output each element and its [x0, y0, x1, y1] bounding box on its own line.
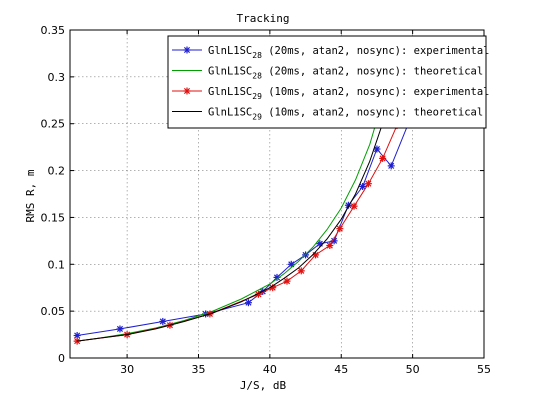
series-4 [77, 39, 405, 342]
data-point [287, 260, 295, 268]
legend-item: GlnL1SC28 (20ms, atan2, nosync): experim… [172, 45, 489, 60]
legend-label-rest: (20ms, atan2, nosync): experimental [262, 45, 490, 57]
data-point [387, 162, 395, 170]
series-2 [77, 48, 395, 342]
legend-label-subscript: 29 [252, 113, 262, 122]
x-tick-label: 45 [334, 363, 348, 376]
legend-label-base: GlnL1SC [208, 107, 252, 119]
data-point [364, 180, 372, 188]
legend-label-base: GlnL1SC [208, 66, 252, 78]
legend-label-subscript: 28 [252, 51, 262, 60]
data-point [359, 183, 367, 191]
x-axis-label: J/S, dB [240, 379, 287, 392]
data-point [244, 299, 252, 307]
axis-ticks: 30 35 40 45 50 55 0 0.05 0.1 0.15 0.2 0.25 0.3 0.35 [41, 24, 492, 376]
y-tick-label: 0.35 [41, 24, 66, 37]
legend-label: GlnL1SC29 (10ms, atan2, nosync): theoret… [208, 107, 483, 122]
y-tick-label: 0.1 [48, 258, 66, 271]
legend-box [167, 35, 487, 129]
data-point [350, 202, 358, 210]
data-point [116, 325, 124, 333]
y-tick-label: 0 [58, 352, 65, 365]
legend-label-subscript: 28 [252, 72, 262, 81]
y-tick-label: 0.2 [48, 165, 66, 178]
x-tick-label: 40 [263, 363, 277, 376]
data-point [297, 267, 305, 275]
data-point [336, 225, 344, 233]
legend: GlnL1SC28 (20ms, atan2, nosync): experim… [167, 35, 489, 129]
y-tick-label: 0.25 [41, 118, 66, 131]
legend-item: GlnL1SC28 (20ms, atan2, nosync): theoret… [172, 66, 483, 81]
legend-label: GlnL1SC28 (20ms, atan2, nosync): theoret… [208, 66, 483, 81]
y-tick-label: 0.15 [41, 211, 66, 224]
y-tick-label: 0.3 [48, 71, 66, 84]
legend-label-base: GlnL1SC [208, 45, 252, 57]
legend-label-rest: (10ms, atan2, nosync): theoretical [262, 107, 483, 119]
legend-label-rest: (20ms, atan2, nosync): theoretical [262, 66, 483, 78]
legend-marker [183, 46, 191, 54]
plot-border [69, 29, 485, 359]
legend-label-rest: (10ms, atan2, nosync): experimental [262, 86, 490, 98]
x-tick-label: 55 [477, 363, 491, 376]
x-tick-label: 50 [406, 363, 420, 376]
data-point [373, 145, 381, 153]
data-point [326, 242, 334, 250]
y-tick-label: 0.05 [41, 305, 66, 318]
data-point [159, 317, 167, 325]
legend-item: GlnL1SC29 (10ms, atan2, nosync): theoret… [172, 107, 483, 122]
series-line [77, 123, 409, 336]
legend-label-base: GlnL1SC [208, 86, 252, 98]
data-point [379, 154, 387, 162]
y-axis-label: RMS R, m [24, 169, 37, 222]
legend-label: GlnL1SC28 (20ms, atan2, nosync): experim… [208, 45, 489, 60]
legend-item: GlnL1SC29 (10ms, atan2, nosync): experim… [172, 86, 489, 101]
legend-label: GlnL1SC29 (10ms, atan2, nosync): experim… [208, 86, 489, 101]
x-tick-label: 30 [120, 363, 134, 376]
series-line [77, 39, 405, 342]
legend-label-subscript: 29 [252, 92, 262, 101]
chart-title: Tracking [237, 12, 290, 25]
series-line [77, 48, 395, 342]
data-point [283, 277, 291, 285]
x-tick-label: 35 [191, 363, 205, 376]
legend-marker [183, 87, 191, 95]
